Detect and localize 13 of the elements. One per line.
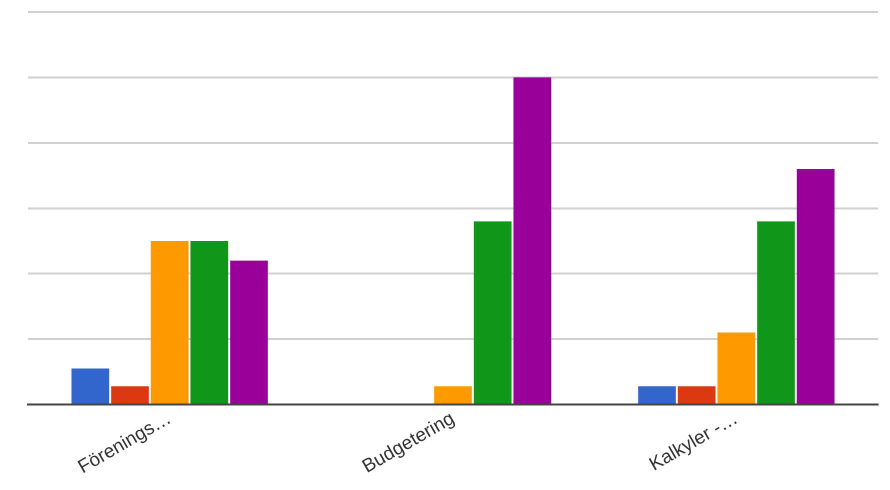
bar	[111, 386, 149, 404]
bar	[230, 260, 268, 404]
bar	[796, 169, 835, 404]
bar	[638, 386, 676, 404]
bar	[757, 221, 795, 404]
bar	[71, 368, 110, 404]
bar	[513, 77, 552, 404]
bar	[434, 386, 472, 404]
bar	[474, 221, 512, 404]
bar	[678, 386, 716, 404]
bar	[717, 332, 756, 404]
bar	[190, 240, 228, 404]
bar	[150, 240, 189, 404]
